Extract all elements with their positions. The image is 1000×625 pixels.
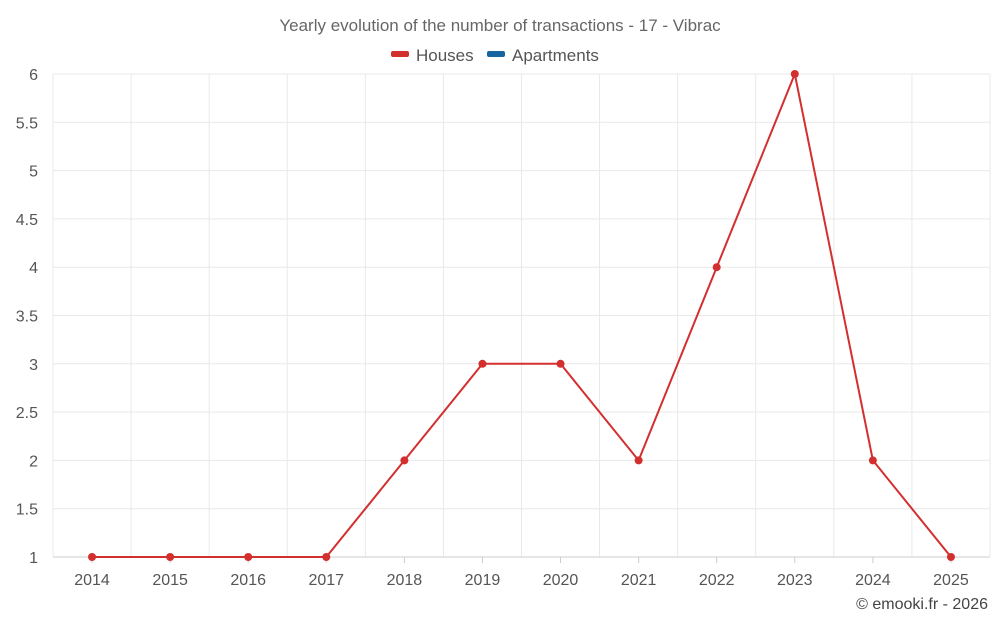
data-point-houses-2017 [322, 553, 331, 561]
data-point-houses-2018 [400, 456, 409, 465]
x-tick-label: 2020 [543, 572, 579, 589]
data-point-houses-2019 [478, 359, 487, 368]
data-point-houses-2021 [634, 456, 643, 465]
legend-label-houses: Houses [416, 46, 474, 65]
data-point-houses-2014 [88, 553, 97, 561]
legend-swatch-houses [391, 51, 409, 57]
chart-title: Yearly evolution of the number of transa… [279, 16, 721, 35]
credit-text: © emooki.fr - 2026 [856, 596, 988, 613]
x-tick-label: 2018 [387, 572, 423, 589]
legend-label-apartments: Apartments [512, 46, 599, 65]
y-tick-label: 4.5 [16, 212, 38, 229]
x-tick-label: 2014 [74, 572, 110, 589]
x-tick-label: 2023 [777, 572, 813, 589]
data-point-houses-2016 [244, 553, 253, 561]
y-tick-label: 2.5 [16, 405, 38, 422]
x-tick-label: 2019 [465, 572, 501, 589]
y-tick-label: 1 [29, 550, 38, 567]
data-point-houses-2023 [790, 70, 799, 78]
series-houses [88, 70, 955, 561]
y-tick-label: 1.5 [16, 502, 38, 519]
x-tick-label: 2021 [621, 572, 657, 589]
x-tick-label: 2016 [230, 572, 266, 589]
axes: 1 1.5 2 2.5 3 3.5 4 4.5 5 5.5 6 2014 2015 2016 2017 201… [16, 67, 990, 589]
data-point-houses-2015 [166, 553, 175, 561]
data-point-houses-2024 [868, 456, 877, 465]
y-tick-label: 2 [29, 453, 38, 470]
y-tick-label: 4 [29, 260, 38, 277]
legend-swatch-apartments [487, 51, 505, 57]
legend: Houses Apartments [391, 46, 599, 65]
legend-item-houses[interactable]: Houses [391, 46, 474, 65]
data-point-houses-2020 [556, 359, 565, 368]
x-tick-label: 2017 [308, 572, 344, 589]
grid [52, 73, 991, 558]
y-tick-label: 5 [29, 164, 38, 181]
series-line-houses [92, 73, 952, 558]
legend-item-apartments[interactable]: Apartments [487, 46, 599, 65]
x-tick-label: 2024 [855, 572, 891, 589]
data-point-houses-2025 [946, 553, 955, 561]
y-tick-label: 3 [29, 357, 38, 374]
y-tick-label: 6 [29, 67, 38, 84]
y-tick-label: 5.5 [16, 115, 38, 132]
x-tick-label: 2015 [152, 572, 188, 589]
y-tick-label: 3.5 [16, 309, 38, 326]
data-point-houses-2022 [712, 263, 721, 272]
x-tick-label: 2025 [933, 572, 969, 589]
x-tick-label: 2022 [699, 572, 735, 589]
